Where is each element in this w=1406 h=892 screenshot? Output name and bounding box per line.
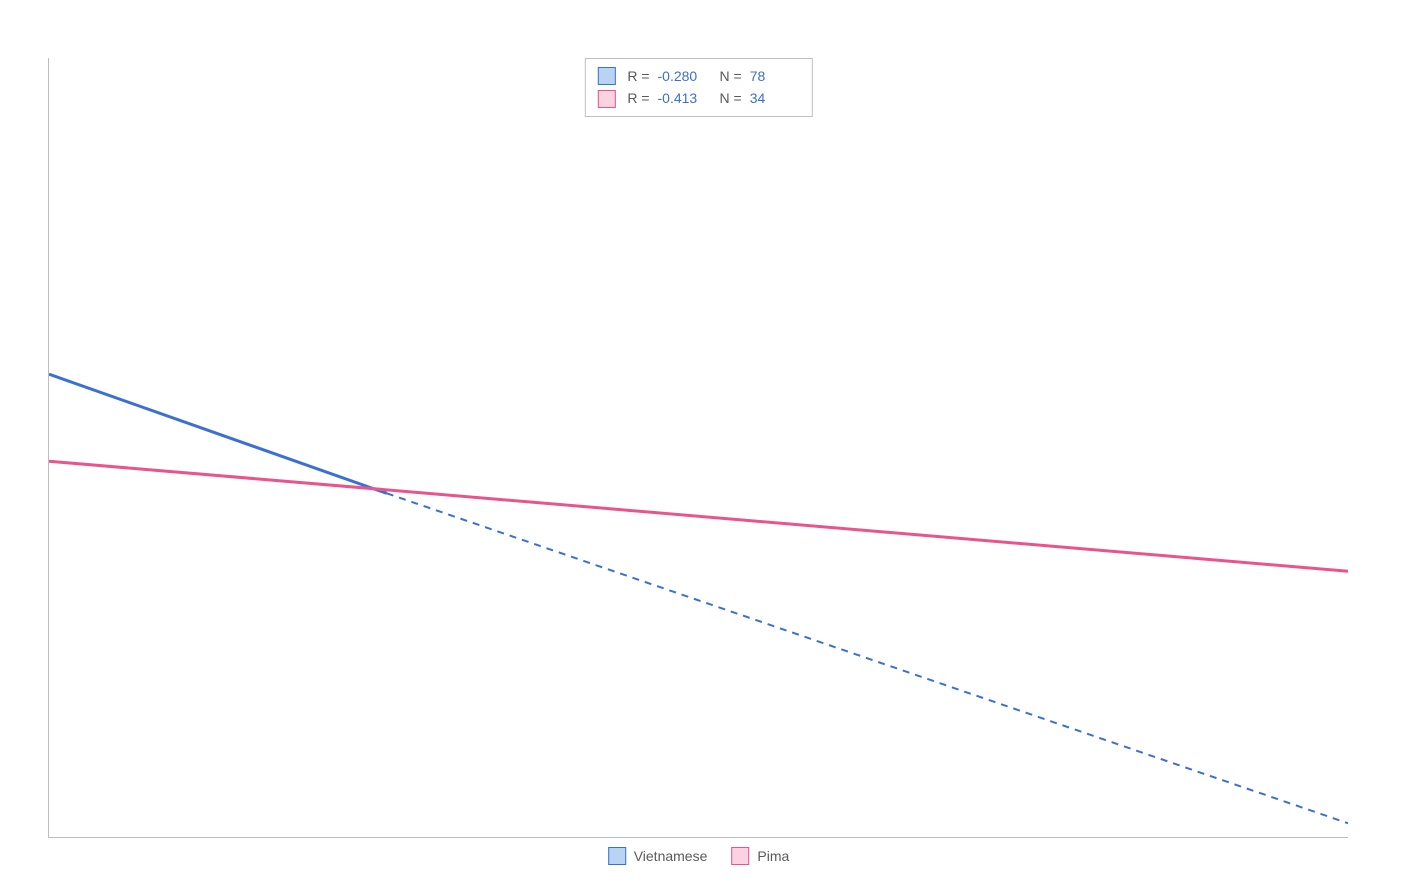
legend-swatch [608,847,626,865]
r-label: R = [627,65,649,87]
trend-line-solid [49,374,387,493]
trend-line-dashed [387,493,1348,823]
legend-swatch [597,67,615,85]
series-legend: Vietnamese Pima [608,847,790,865]
legend-item: Pima [731,847,789,865]
legend-label: Vietnamese [634,848,708,864]
legend-label: Pima [757,848,789,864]
r-label: R = [627,87,649,109]
correlation-scatter-chart: R =-0.280N =78R =-0.413N =34 VietnameseP… [48,58,1348,838]
n-label: N = [720,87,742,109]
legend-swatch [731,847,749,865]
n-value: 78 [750,65,800,87]
r-value: -0.280 [658,65,708,87]
trend-lines [49,58,1348,837]
legend-row: R = -0.413 N = 34 [597,87,799,109]
n-label: N = [720,65,742,87]
r-value: -0.413 [658,87,708,109]
correlation-legend: R = -0.280 N = 78 R = -0.413 N = 34 [584,58,812,117]
legend-item: Vietnamese [608,847,708,865]
n-value: 34 [750,87,800,109]
trend-line-solid [49,461,1348,571]
legend-row: R = -0.280 N = 78 [597,65,799,87]
legend-swatch [597,90,615,108]
